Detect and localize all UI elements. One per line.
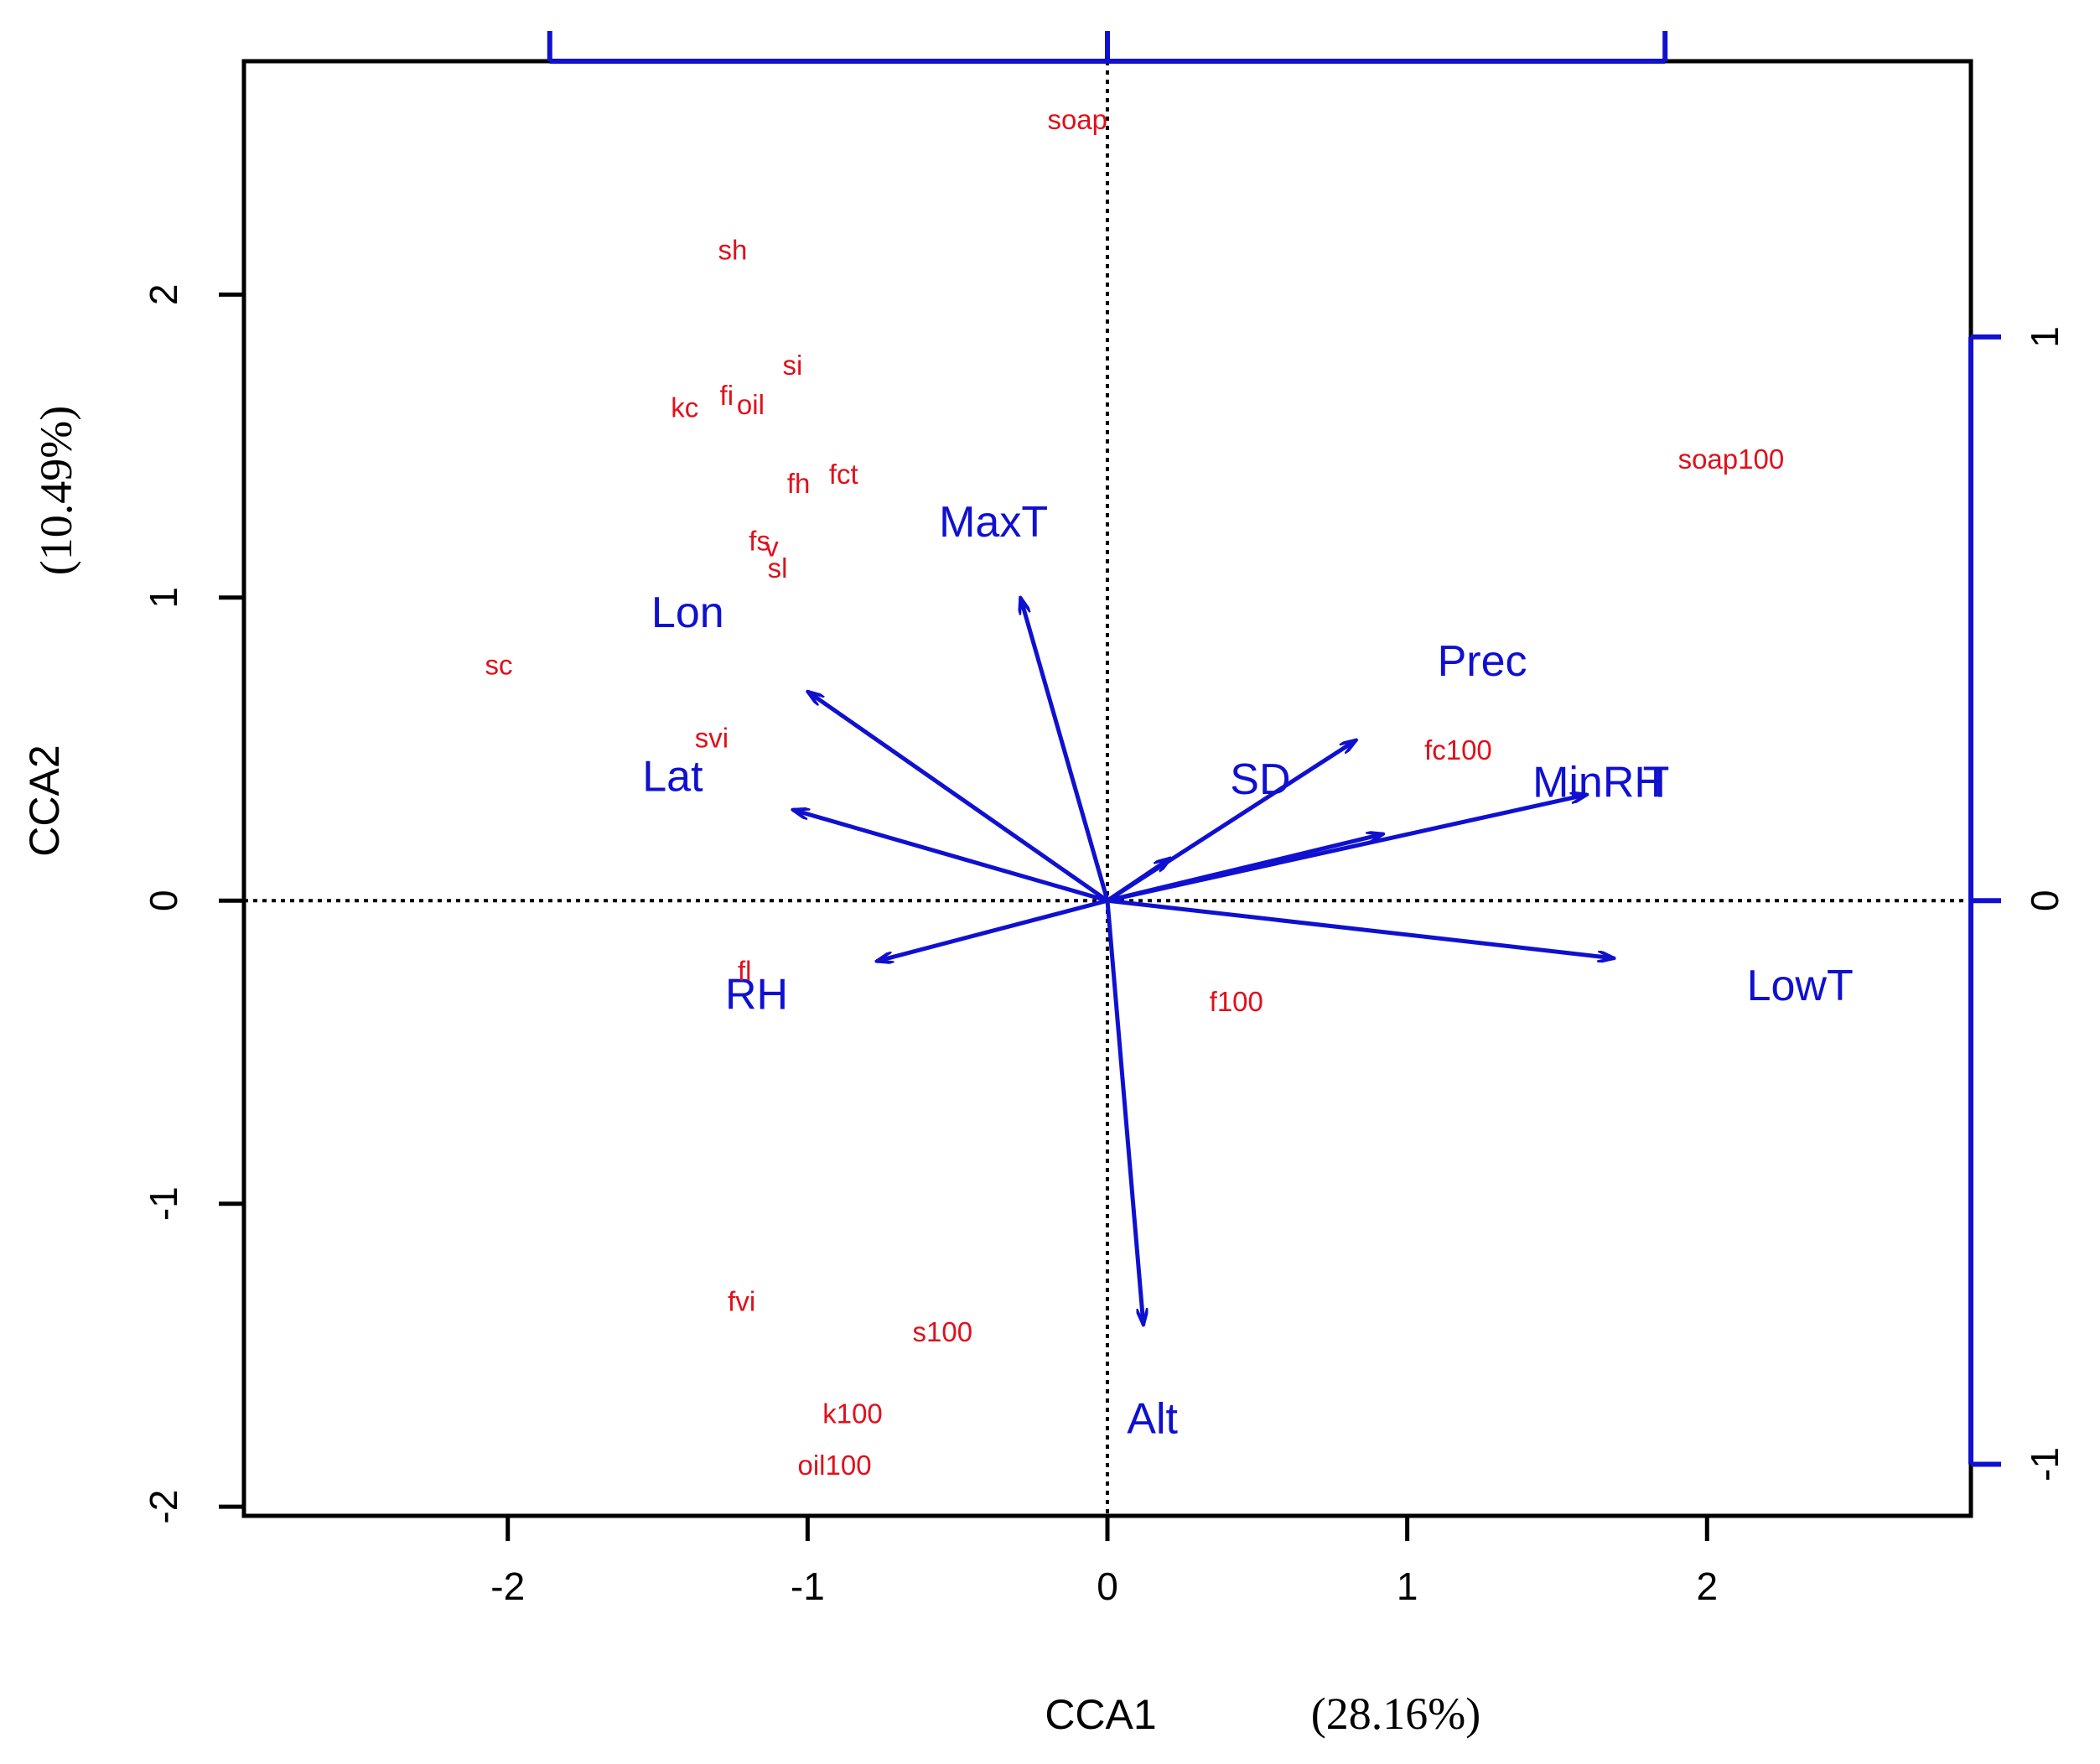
env-label-rh: RH xyxy=(725,971,788,1019)
species-label-v: v xyxy=(765,532,779,563)
right-secondary-tick-label: 1 xyxy=(2023,326,2066,348)
env-label-lat: Lat xyxy=(642,752,703,801)
x-tick-label: -1 xyxy=(791,1564,825,1608)
right-secondary-tick-label: 0 xyxy=(2023,890,2066,911)
env-arrow-lat xyxy=(792,810,1108,903)
env-label-sd: SD xyxy=(1230,755,1290,804)
env-label-minrh: MinRH xyxy=(1532,759,1666,807)
species-label-fl: fl xyxy=(738,956,752,987)
species-label-oil: oil xyxy=(737,389,765,420)
y-tick-label: 0 xyxy=(142,890,185,911)
x-axis-variance: (28.16%) xyxy=(1311,1689,1480,1739)
x-tick-label: -2 xyxy=(490,1564,525,1608)
x-axis-title: CCA1 xyxy=(1045,1691,1156,1738)
species-label-soap: soap xyxy=(1047,104,1107,135)
species-label-kc: kc xyxy=(671,392,698,423)
env-arrow-sd xyxy=(1106,859,1170,903)
env-label-maxt: MaxT xyxy=(939,498,1048,547)
env-arrow-lon xyxy=(807,692,1109,903)
x-tick-label: 0 xyxy=(1097,1564,1118,1608)
species-label-soap100: soap100 xyxy=(1678,444,1785,475)
env-arrow-maxt xyxy=(1020,598,1110,901)
env-arrow-lowt xyxy=(1107,898,1614,958)
y-tick-label: -2 xyxy=(142,1490,185,1524)
species-label-sl: sl xyxy=(768,553,788,584)
species-label-sh: sh xyxy=(718,234,748,265)
env-arrow-rh xyxy=(877,898,1108,961)
env-label-prec: Prec xyxy=(1438,637,1527,686)
species-label-si: si xyxy=(783,350,803,381)
x-tick-label: 1 xyxy=(1397,1564,1418,1608)
species-label-sc: sc xyxy=(485,650,512,681)
species-label-k100: k100 xyxy=(822,1398,883,1429)
species-label-s100: s100 xyxy=(913,1316,973,1347)
env-label-t: T xyxy=(1643,759,1670,807)
species-label-fct: fct xyxy=(829,459,858,490)
y-tick-label: 1 xyxy=(142,587,185,609)
y-tick-label: 2 xyxy=(142,284,185,306)
env-label-lon: Lon xyxy=(651,589,724,637)
y-axis-title: CCA2 xyxy=(21,745,68,856)
species-label-f100: f100 xyxy=(1210,986,1263,1017)
species-label-fc100: fc100 xyxy=(1424,734,1492,765)
species-label-fi: fi xyxy=(720,380,734,411)
species-label-oil100: oil100 xyxy=(798,1450,872,1481)
species-label-fs: fs xyxy=(749,525,770,556)
env-arrow-alt xyxy=(1105,900,1143,1325)
y-axis-variance: (10.49%) xyxy=(31,406,81,575)
species-label-fh: fh xyxy=(787,468,811,499)
env-label-lowt: LowT xyxy=(1747,962,1854,1010)
axes: -2 -1 0 1 2 -2 -1 0 1 2 -1 0 1 xyxy=(142,31,2066,1608)
env-label-alt: Alt xyxy=(1127,1395,1178,1444)
species-label-fvi: fvi xyxy=(728,1286,755,1317)
species-label-svi: svi xyxy=(695,722,729,753)
y-tick-label: -1 xyxy=(142,1186,185,1221)
env-arrow-t xyxy=(1107,795,1587,903)
right-secondary-tick-label: -1 xyxy=(2023,1447,2066,1481)
x-tick-label: 2 xyxy=(1696,1564,1718,1608)
